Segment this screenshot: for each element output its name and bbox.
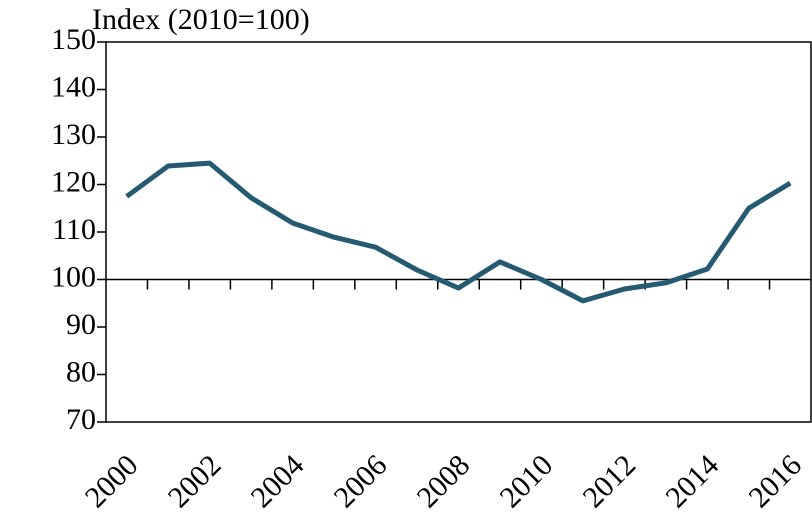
x-tick-label: 2010 xyxy=(494,448,560,514)
y-tick-label: 80 xyxy=(66,355,96,388)
x-tick-label: 2016 xyxy=(742,448,808,514)
y-tick-label: 110 xyxy=(52,213,96,246)
x-tick-label: 2000 xyxy=(79,448,145,514)
y-tick-label: 140 xyxy=(51,70,96,103)
y-tick-label: 150 xyxy=(51,23,96,56)
x-tick-label: 2004 xyxy=(245,448,311,514)
x-tick-label: 2006 xyxy=(328,448,394,514)
x-tick-label: 2008 xyxy=(411,448,477,514)
y-tick-label: 100 xyxy=(51,260,96,293)
y-tick-label: 130 xyxy=(51,118,96,151)
x-tick-label: 2014 xyxy=(659,448,725,514)
plot-frame xyxy=(105,41,812,423)
data-line xyxy=(125,160,792,304)
y-tick-label: 90 xyxy=(66,308,96,341)
y-tick-label: 120 xyxy=(51,165,96,198)
y-tick-label: 70 xyxy=(66,403,96,436)
y-axis-label: Index (2010=100) xyxy=(92,3,310,36)
x-tick-label: 2002 xyxy=(162,448,228,514)
x-tick-label: 2012 xyxy=(576,448,642,514)
